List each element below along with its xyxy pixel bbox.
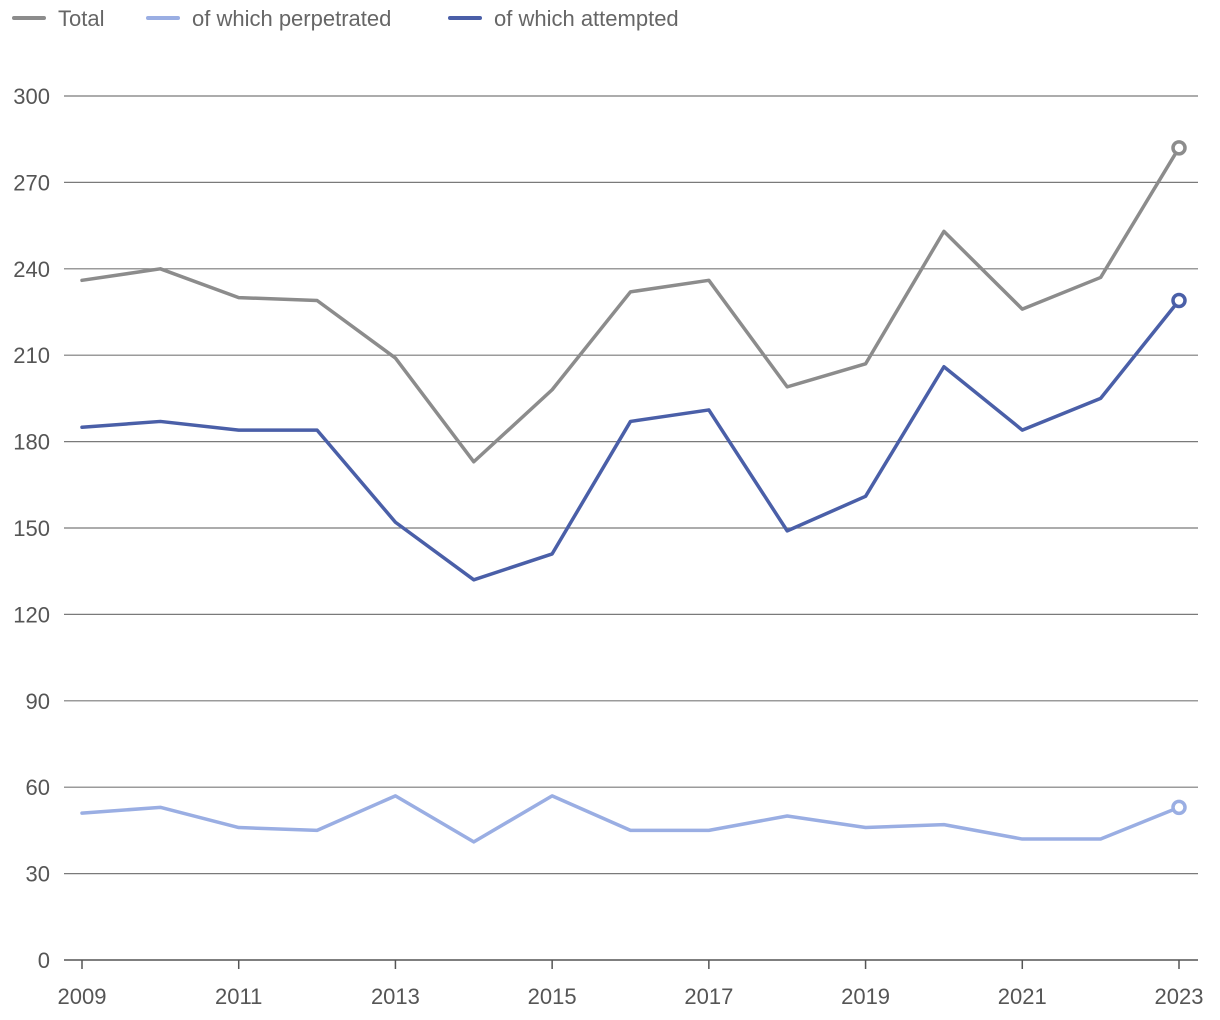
y-tick-label-90: 90 [26, 689, 50, 714]
y-tick-label-210: 210 [13, 343, 50, 368]
x-tick-label-2011: 2011 [215, 984, 262, 1009]
legend-label-2: of which attempted [494, 6, 679, 31]
y-tick-label-30: 30 [26, 862, 50, 887]
series-line-2 [80, 298, 1181, 582]
x-tick-label-2017: 2017 [684, 984, 733, 1009]
x-tick-label-2019: 2019 [841, 984, 890, 1009]
legend-item-0: Total [12, 6, 104, 31]
y-tick-label-270: 270 [13, 170, 50, 195]
series-end-marker-0 [1171, 140, 1187, 156]
y-tick-label-0: 0 [38, 948, 50, 973]
x-tick-label-2009: 2009 [58, 984, 107, 1009]
series-end-marker-1 [1171, 799, 1187, 816]
grid-lines [64, 95, 1198, 961]
legend: Total of which perpetrated of which attemp… [12, 6, 679, 31]
y-tick-label-180: 180 [13, 430, 50, 455]
series-line-0 [80, 146, 1181, 464]
y-tick-label-120: 120 [13, 602, 50, 627]
y-tick-label-150: 150 [13, 516, 50, 541]
series-layer [80, 140, 1187, 844]
y-tick-label-60: 60 [26, 775, 50, 800]
x-axis: 2009 2011 2013 2015 2017 2019 2021 2023 [58, 960, 1204, 1009]
x-tick-label-2013: 2013 [371, 984, 420, 1009]
x-tick-label-2021: 2021 [998, 984, 1047, 1009]
y-axis: 0 30 60 90 120 150 180 210 240 270 300 [13, 84, 50, 973]
legend-label-0: Total [58, 6, 104, 31]
x-tick-label-2023: 2023 [1155, 984, 1204, 1009]
y-tick-label-300: 300 [13, 84, 50, 109]
legend-label-1: of which perpetrated [192, 6, 391, 31]
y-tick-label-240: 240 [13, 257, 50, 282]
series-end-marker-2 [1171, 292, 1187, 309]
legend-item-2: of which attempted [448, 6, 679, 31]
legend-item-1: of which perpetrated [146, 6, 391, 31]
series-line-1 [80, 794, 1181, 844]
x-tick-label-2015: 2015 [528, 984, 577, 1009]
